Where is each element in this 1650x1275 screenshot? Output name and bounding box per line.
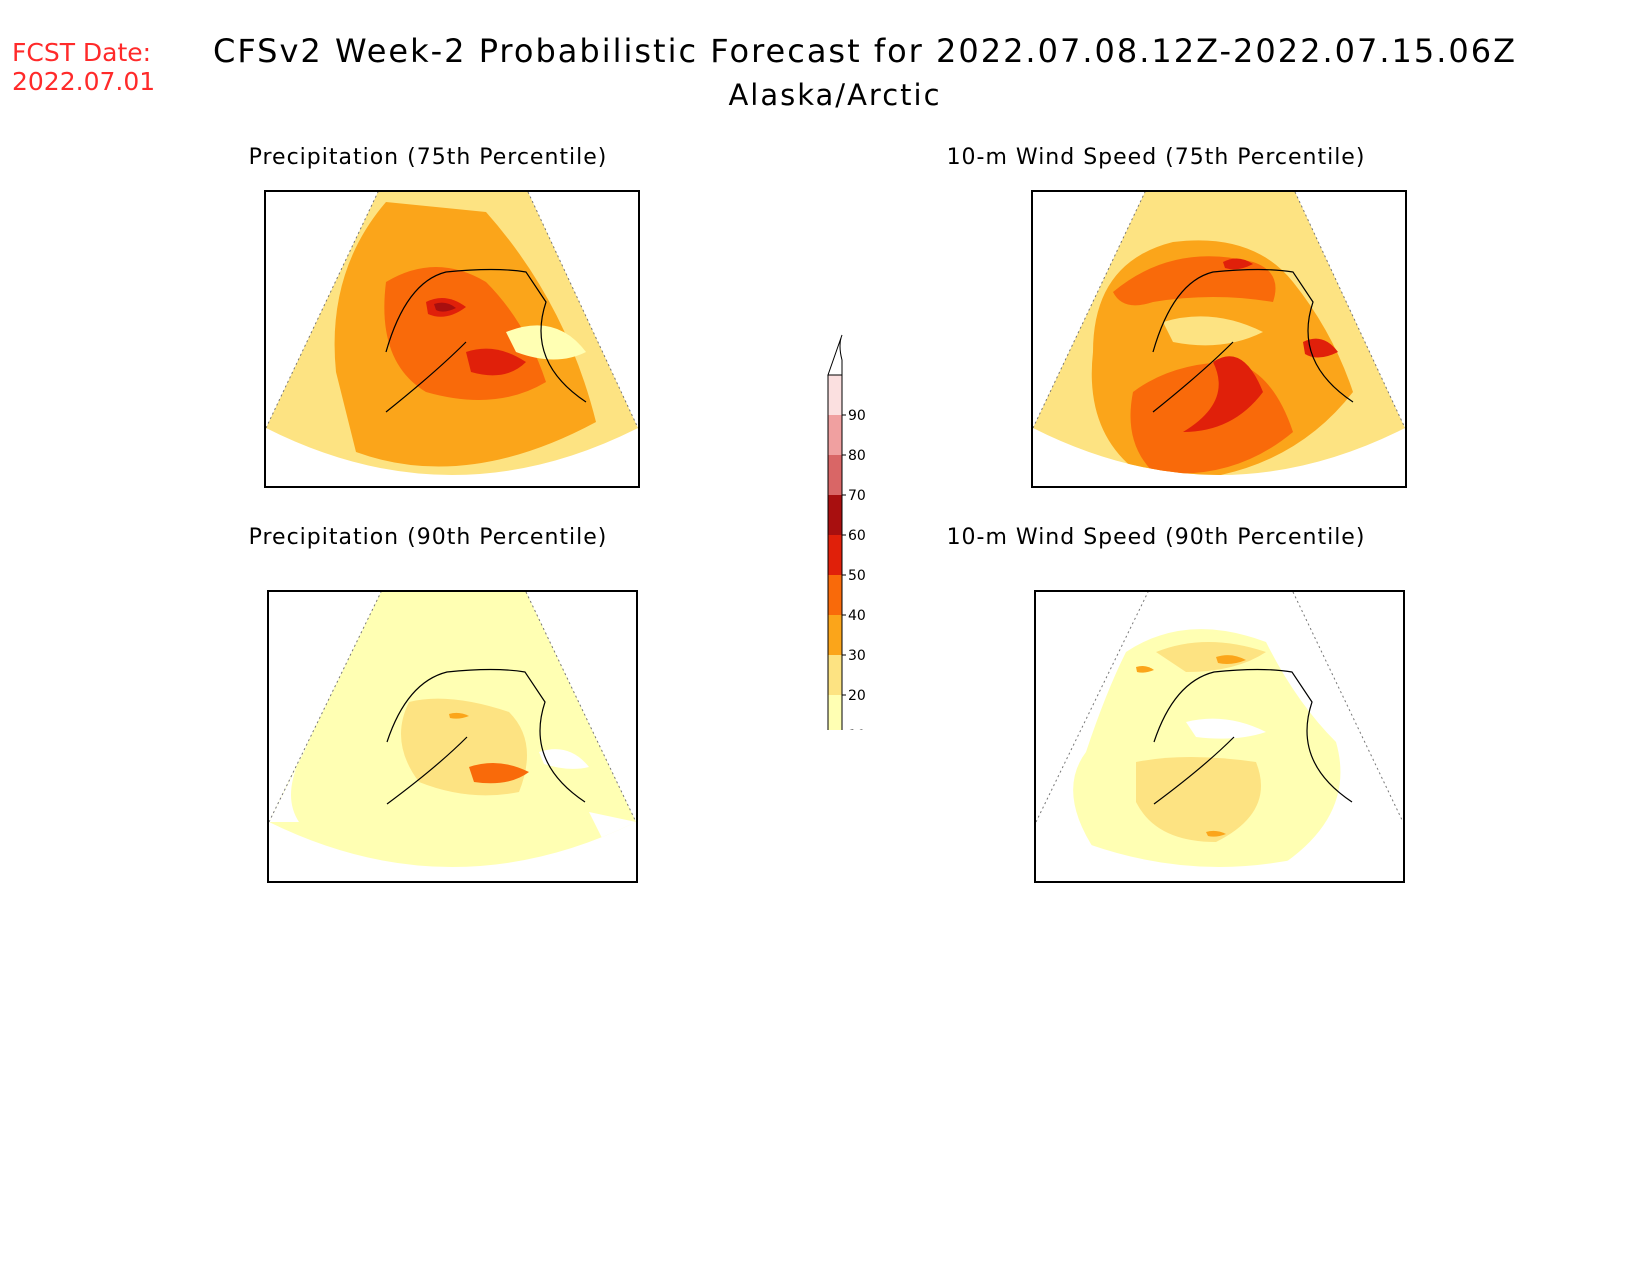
colorbar-label: 20 — [848, 688, 866, 704]
colorbar-label: 70 — [848, 488, 866, 504]
panel-title-wind-90: 10-m Wind Speed (90th Percentile) — [946, 525, 1366, 550]
colorbar-label: 80 — [848, 448, 866, 464]
main-title: CFSv2 Week-2 Probabilistic Forecast for … — [212, 32, 1518, 70]
colorbar-end-high — [827, 334, 843, 376]
map-precip-75 — [264, 190, 640, 488]
panel-title-wind-75: 10-m Wind Speed (75th Percentile) — [946, 145, 1366, 170]
fcst-date-label: FCST Date: — [12, 38, 152, 67]
colorbar-swatch — [828, 535, 842, 575]
colorbar-swatch — [828, 695, 842, 735]
colorbar-label: 60 — [848, 528, 866, 544]
colorbar-label: 50 — [848, 568, 866, 584]
colorbar: 10 20 30 40 50 60 70 80 90 — [800, 330, 880, 776]
colorbar-swatch — [828, 655, 842, 695]
colorbar-label: 10 — [848, 728, 866, 730]
colorbar-swatch — [828, 455, 842, 495]
map-wind-90 — [1034, 590, 1405, 883]
colorbar-label: 30 — [848, 648, 866, 664]
colorbar-svg: 10 20 30 40 50 60 70 80 90 — [827, 334, 866, 776]
colorbar-label: 40 — [848, 608, 866, 624]
map-precip-90 — [267, 590, 638, 883]
colorbar-swatch — [828, 575, 842, 615]
forecast-date-label: FCST Date: 2022.07.01 — [12, 38, 155, 96]
fcst-date-value: 2022.07.01 — [12, 67, 156, 96]
region-title: Alaska/Arctic — [728, 78, 942, 112]
panel-title-precip-90: Precipitation (90th Percentile) — [248, 525, 608, 550]
colorbar-swatch — [828, 375, 842, 415]
colorbar-swatch — [828, 615, 842, 655]
colorbar-swatch — [828, 495, 842, 535]
colorbar-swatch — [828, 415, 842, 455]
map-wind-75 — [1031, 190, 1407, 488]
colorbar-label: 90 — [848, 408, 866, 424]
panel-title-precip-75: Precipitation (75th Percentile) — [248, 145, 608, 170]
